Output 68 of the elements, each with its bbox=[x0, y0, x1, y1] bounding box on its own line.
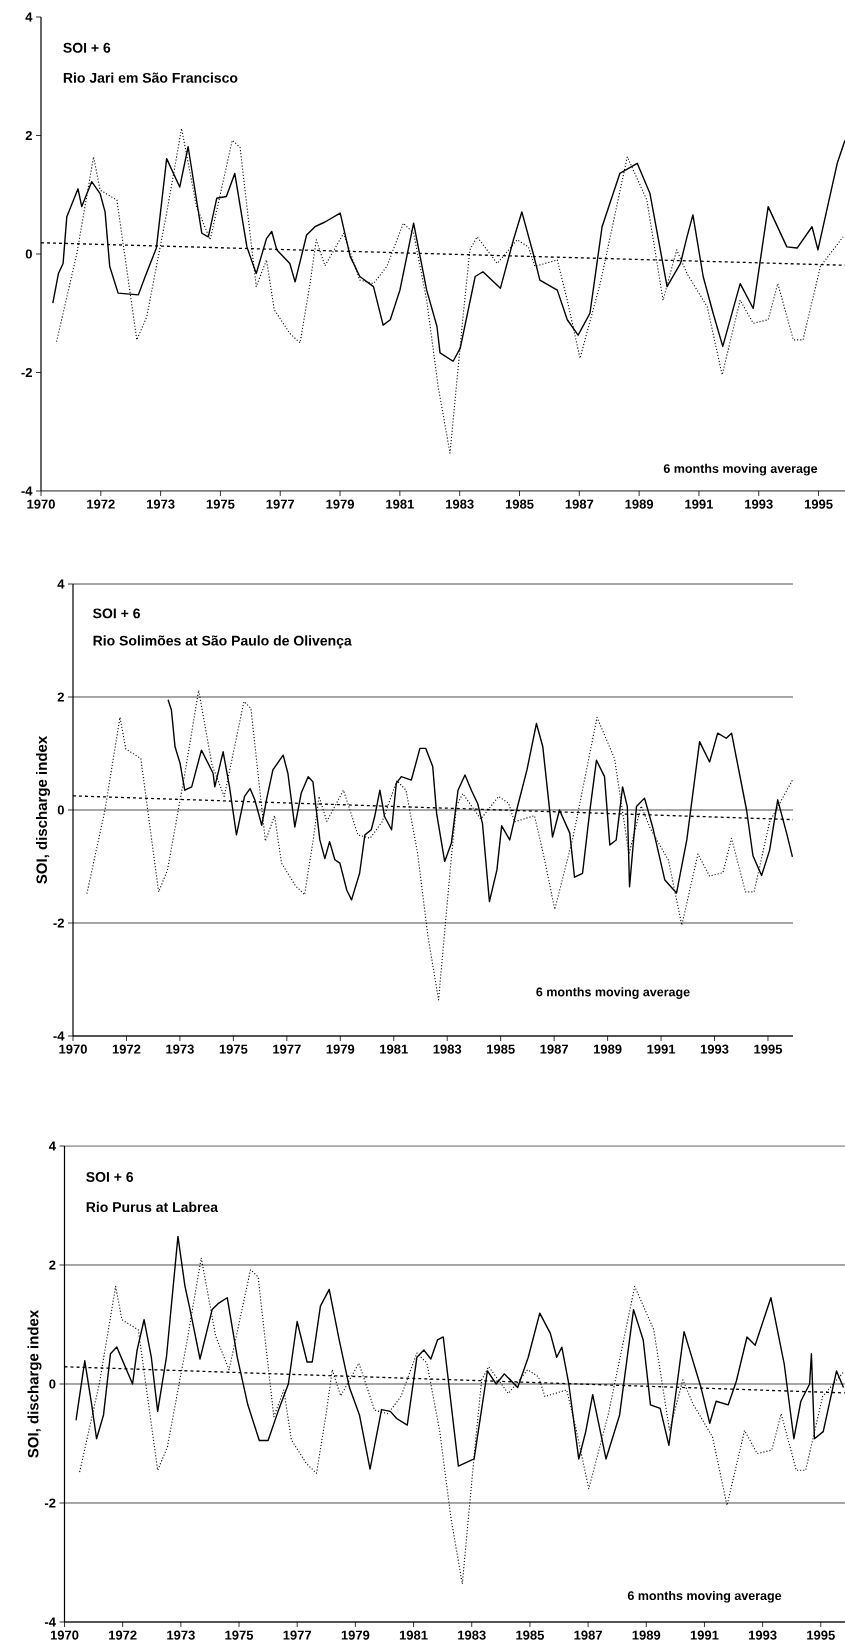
x-tick-label: 1995 bbox=[754, 1044, 783, 1054]
x-tick-label: 1983 bbox=[446, 499, 474, 509]
x-tick-label: 1977 bbox=[283, 1630, 312, 1640]
y-axis-title: SOI, discharge index bbox=[27, 1309, 42, 1458]
annotation: SOI + 6 bbox=[86, 1171, 134, 1182]
y-tick-label: -4 bbox=[21, 486, 33, 496]
x-tick-label: 1977 bbox=[266, 499, 295, 509]
x-tick-label: 1981 bbox=[399, 1630, 428, 1640]
x-tick-label: 1991 bbox=[690, 1630, 719, 1640]
x-tick-label: 1981 bbox=[386, 499, 414, 509]
x-tick-label: 1993 bbox=[745, 499, 773, 509]
x-tick-label: 1973 bbox=[166, 1044, 194, 1054]
y-tick-label: 0 bbox=[25, 249, 32, 259]
y-tick-label: 4 bbox=[48, 1141, 56, 1151]
y-tick-label: -2 bbox=[44, 1498, 56, 1508]
x-tick-label: 1979 bbox=[341, 1630, 370, 1640]
x-tick-label: 1989 bbox=[632, 1630, 661, 1640]
x-tick-label: 1987 bbox=[540, 1044, 569, 1054]
y-tick-label: 2 bbox=[25, 130, 32, 141]
x-tick-label: 1977 bbox=[273, 1044, 301, 1054]
annotation: SOI + 6 bbox=[63, 42, 111, 53]
x-tick-label: 1985 bbox=[505, 499, 534, 509]
x-tick-label: 1983 bbox=[458, 1630, 486, 1640]
x-tick-label: 1975 bbox=[225, 1630, 254, 1640]
x-tick-label: 1985 bbox=[516, 1630, 545, 1640]
y-tick-label: 2 bbox=[57, 692, 64, 702]
annotation: 6 months moving average bbox=[663, 463, 818, 476]
x-tick-label: 1972 bbox=[87, 499, 115, 509]
x-tick-label: 1973 bbox=[146, 499, 175, 509]
x-tick-label: 1979 bbox=[326, 499, 355, 509]
x-tick-label: 1987 bbox=[574, 1630, 602, 1640]
y-tick-label: -4 bbox=[53, 1031, 65, 1041]
x-tick-label: 1995 bbox=[804, 499, 833, 509]
x-tick-label: 1970 bbox=[27, 499, 55, 509]
x-tick-label: 1995 bbox=[807, 1630, 835, 1640]
x-tick-label: 1970 bbox=[50, 1630, 79, 1640]
x-tick-label: 1989 bbox=[625, 499, 654, 509]
y-tick-label: -2 bbox=[53, 918, 64, 928]
x-tick-label: 1989 bbox=[593, 1044, 622, 1054]
x-tick-label: 1981 bbox=[380, 1044, 408, 1054]
x-tick-label: 1987 bbox=[565, 499, 594, 509]
x-tick-label: 1979 bbox=[326, 1044, 355, 1054]
x-tick-label: 1973 bbox=[167, 1630, 195, 1640]
x-tick-label: 1993 bbox=[700, 1044, 729, 1054]
x-tick-label: 1975 bbox=[219, 1044, 248, 1054]
annotation: Rio Jari em São Francisco bbox=[63, 72, 238, 83]
y-axis-title: SOI, discharge index bbox=[35, 735, 51, 884]
y-tick-label: 4 bbox=[25, 12, 33, 22]
annotation: Rio Purus at Labrea bbox=[86, 1201, 219, 1213]
annotation: 6 months moving average bbox=[536, 987, 690, 999]
x-tick-label: 1970 bbox=[59, 1044, 87, 1054]
x-tick-label: 1983 bbox=[433, 1044, 462, 1054]
y-tick-label: 4 bbox=[57, 579, 65, 589]
x-tick-label: 1975 bbox=[206, 499, 235, 509]
annotation: 6 months moving average bbox=[627, 1590, 782, 1603]
x-tick-label: 1991 bbox=[647, 1044, 676, 1054]
annotation: SOI + 6 bbox=[93, 608, 140, 619]
x-tick-label: 1972 bbox=[112, 1044, 141, 1054]
x-tick-label: 1985 bbox=[487, 1044, 515, 1054]
y-tick-label: -2 bbox=[21, 367, 32, 378]
x-tick-label: 1972 bbox=[109, 1630, 137, 1640]
x-tick-label: 1991 bbox=[685, 499, 714, 509]
y-tick-label: 0 bbox=[57, 805, 64, 815]
x-tick-label: 1993 bbox=[748, 1630, 777, 1640]
annotation: Rio Solimões at São Paulo de Olivença bbox=[93, 635, 352, 649]
y-tick-label: -4 bbox=[44, 1617, 56, 1627]
y-tick-label: 0 bbox=[49, 1379, 56, 1389]
y-tick-label: 2 bbox=[49, 1260, 56, 1270]
